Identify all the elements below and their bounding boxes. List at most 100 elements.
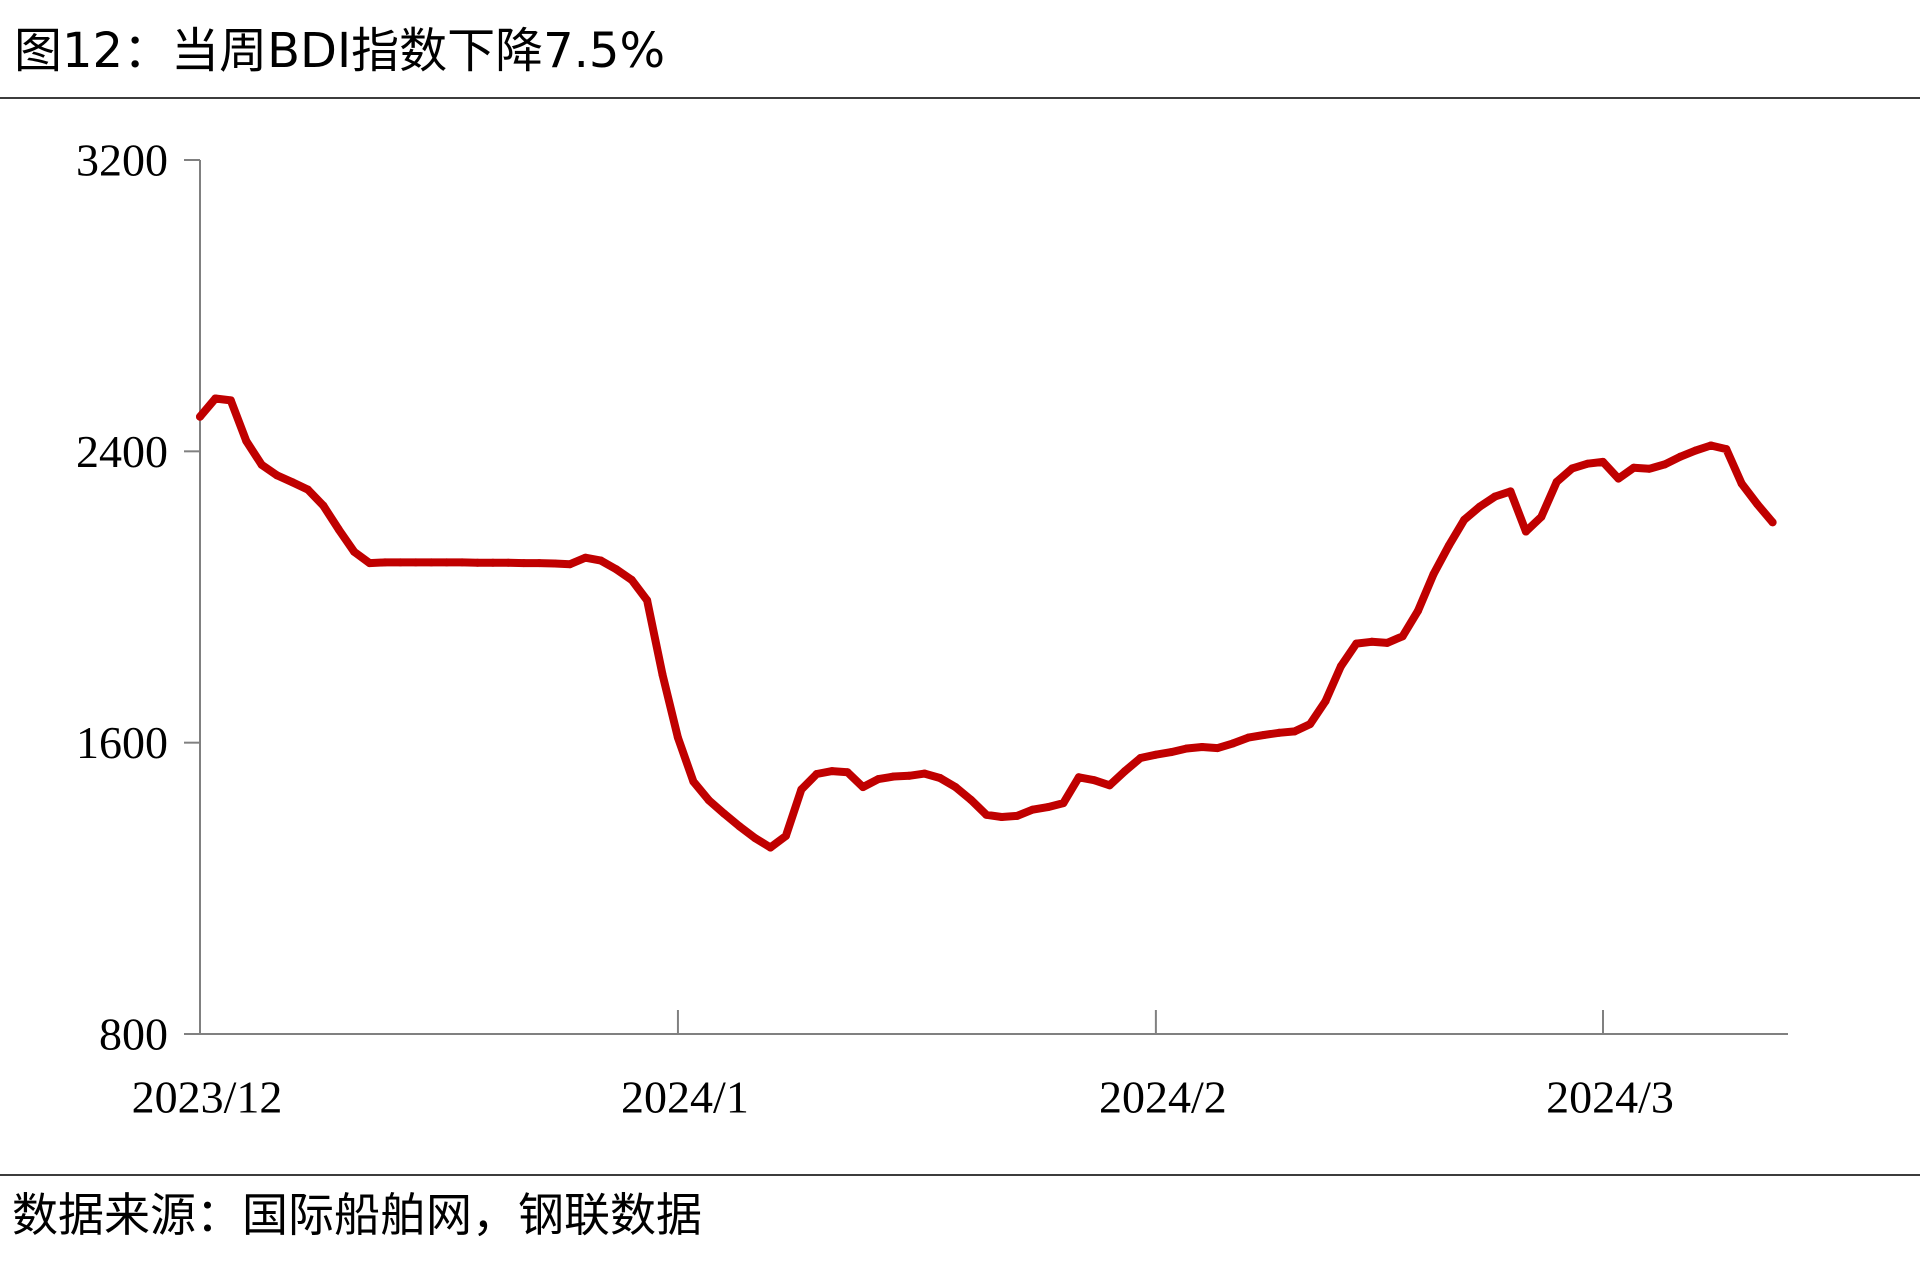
data-point (1059, 799, 1068, 808)
data-point (1151, 750, 1160, 759)
data-point (1475, 502, 1484, 511)
data-point (905, 771, 914, 780)
data-point (473, 558, 482, 567)
data-point (1213, 744, 1222, 753)
data-point (1321, 697, 1330, 706)
data-point (1105, 781, 1114, 790)
data-point (1537, 512, 1546, 521)
data-point (1306, 720, 1315, 729)
data-point (1275, 728, 1284, 737)
data-point (889, 772, 898, 781)
data-point (1121, 767, 1129, 776)
data-point (504, 558, 513, 567)
data-point (1013, 811, 1022, 820)
data-point (1506, 487, 1515, 496)
data-point (1460, 515, 1469, 524)
data-point (242, 437, 251, 446)
data-point (1229, 739, 1237, 748)
plot-area (196, 394, 1777, 852)
data-point (982, 810, 991, 819)
data-point (673, 733, 682, 742)
data-point (257, 460, 266, 469)
data-point (720, 809, 729, 818)
data-point (288, 478, 297, 487)
data-point (689, 777, 698, 786)
data-point (1044, 803, 1052, 812)
x-tick-label: 2024/1 (621, 1072, 749, 1123)
data-point (1290, 727, 1299, 736)
data-point (612, 565, 621, 574)
data-point (1599, 457, 1607, 466)
data-point (596, 556, 605, 565)
data-point (303, 485, 312, 494)
data-point (1768, 518, 1777, 527)
data-point (1414, 606, 1422, 615)
data-point (1660, 460, 1669, 469)
data-point (658, 670, 667, 679)
data-point (1645, 464, 1654, 473)
source-note: 数据来源：国际船舶网，钢联数据 (12, 1188, 702, 1242)
data-point (966, 795, 975, 804)
data-point (843, 768, 852, 777)
data-point (1383, 638, 1392, 647)
x-tick-label: 2024/2 (1099, 1072, 1227, 1123)
data-point (704, 796, 713, 805)
y-axis: 800 1600 2400 3200 (76, 135, 201, 1060)
data-point (1629, 463, 1638, 472)
data-point (781, 831, 790, 840)
data-point (1722, 445, 1731, 454)
data-point (273, 471, 282, 480)
data-point (1583, 459, 1592, 468)
data-point (442, 558, 451, 567)
data-point (1614, 474, 1623, 483)
data-point (427, 558, 436, 567)
data-point (951, 783, 960, 792)
data-point (1136, 754, 1145, 762)
data-point (1074, 773, 1083, 782)
data-point (997, 813, 1006, 821)
chart-title: 图12：当周BDI指数下降7.5% (14, 23, 666, 79)
data-point (1398, 632, 1407, 641)
data-point (535, 559, 544, 568)
data-point (581, 553, 590, 562)
series-line (196, 394, 1777, 852)
data-point (1367, 637, 1376, 646)
data-point (1753, 500, 1762, 509)
bottom-divider (0, 1174, 1920, 1176)
data-point (1521, 527, 1530, 536)
y-tick-label: 1600 (76, 717, 168, 768)
data-point (396, 558, 405, 567)
data-point (1706, 441, 1715, 450)
data-point (828, 767, 837, 776)
data-point (1352, 639, 1361, 648)
data-point (458, 558, 467, 567)
data-point (211, 394, 220, 403)
data-point (1568, 464, 1577, 473)
data-point (365, 559, 374, 568)
data-point (766, 843, 775, 852)
data-point (1182, 744, 1191, 753)
x-axis: 2023/12 2024/1 2024/2 2024/3 (132, 1010, 1788, 1123)
data-point (643, 596, 652, 605)
data-point (859, 783, 867, 792)
data-point (1491, 492, 1500, 501)
data-point (1676, 452, 1685, 461)
data-point (334, 525, 343, 534)
data-point (1691, 446, 1700, 455)
x-tick-label: 2024/3 (1546, 1072, 1674, 1123)
data-point (1336, 662, 1345, 671)
data-point (381, 558, 389, 567)
data-point (1090, 776, 1099, 785)
y-tick-label: 2400 (76, 426, 168, 477)
data-point (1259, 731, 1268, 739)
data-point (411, 558, 420, 567)
data-point (735, 822, 744, 831)
data-point (350, 547, 359, 556)
data-point (550, 559, 559, 568)
data-point (751, 834, 759, 843)
data-point (519, 559, 528, 568)
data-point (1167, 748, 1176, 757)
data-point (812, 770, 821, 778)
y-tick-label: 800 (99, 1009, 168, 1060)
